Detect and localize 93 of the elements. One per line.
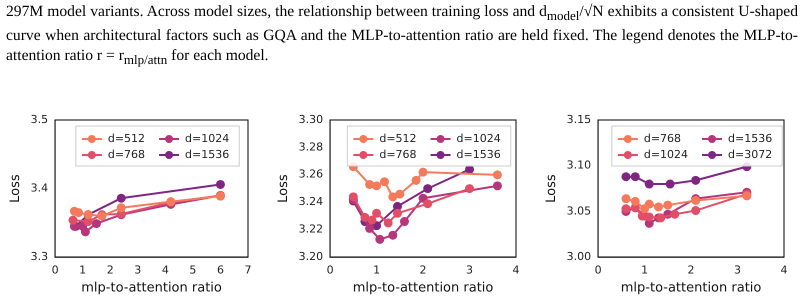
y-tick-label: 3.00 xyxy=(566,250,592,264)
point xyxy=(621,172,630,182)
point xyxy=(418,168,428,177)
x-tick-label: 0 xyxy=(52,264,59,277)
point xyxy=(423,199,432,208)
point xyxy=(380,177,389,186)
point xyxy=(630,196,640,206)
x-tick-label: 6 xyxy=(216,264,224,277)
point xyxy=(92,219,101,228)
x-tick-label: 7 xyxy=(244,264,252,277)
point xyxy=(348,192,358,202)
point xyxy=(388,192,398,202)
x-axis-title: mlp-to-attention ratio xyxy=(81,280,222,296)
point xyxy=(492,170,502,180)
point xyxy=(74,208,84,218)
y-axis-title: Loss xyxy=(8,174,24,203)
legend-label: d=768 xyxy=(644,132,682,145)
x-tick-label: 2 xyxy=(106,264,114,277)
legend-label: d=1536 xyxy=(728,132,772,145)
legend-label: d=1024 xyxy=(185,132,230,145)
point xyxy=(630,172,640,182)
x-tick-label: 1 xyxy=(373,264,380,277)
point xyxy=(621,204,630,214)
point xyxy=(392,208,402,218)
point xyxy=(116,194,126,203)
y-axis-title: Loss xyxy=(276,174,292,203)
legend-label: d=768 xyxy=(108,148,146,161)
point xyxy=(68,216,78,225)
point xyxy=(691,176,700,185)
point xyxy=(644,200,654,209)
y-tick-label: 3.22 xyxy=(298,222,324,236)
point xyxy=(372,208,382,218)
legend-label: d=512 xyxy=(379,132,417,145)
x-tick-label: 3 xyxy=(466,264,474,277)
legend-label: d=1536 xyxy=(185,148,230,161)
x-tick-label: 2 xyxy=(688,264,695,277)
x-tick-label: 5 xyxy=(189,264,196,277)
y-tick-label: 3.05 xyxy=(566,204,592,218)
y-tick-label: 3.26 xyxy=(298,168,324,181)
x-tick-label: 1 xyxy=(79,264,86,277)
y-tick-label: 3.5 xyxy=(30,112,48,126)
x-tick-label: 0 xyxy=(594,264,602,277)
point xyxy=(375,234,384,244)
y-tick-label: 3.24 xyxy=(298,195,324,208)
y-tick-label: 3.3 xyxy=(30,250,48,264)
point xyxy=(644,180,654,189)
point xyxy=(367,216,376,225)
text: 297M model variants. Across model sizes, the relationship between training loss and d$_{model}$/√N exhibits a consistent U-shaped curve when architectural factors such as GQA and the MLP-to-attention ratio are held fixed. The legend denotes the MLP-to-attention ratio r = r$_{mlp/attn}$ for each model. xyxy=(6,2,798,70)
point xyxy=(654,202,664,212)
y-tick-label: 3.4 xyxy=(30,181,48,194)
legend-label: d=1536 xyxy=(456,148,501,161)
point xyxy=(395,190,404,199)
legend-label: d=1024 xyxy=(456,132,501,145)
point xyxy=(384,218,393,228)
y-tick-label: 3.20 xyxy=(298,250,324,264)
point xyxy=(656,213,666,222)
x-tick-label: 3 xyxy=(134,264,142,277)
x-tick-label: 0 xyxy=(326,264,334,277)
point xyxy=(670,210,680,219)
y-tick-label: 3.10 xyxy=(566,158,592,172)
point xyxy=(116,203,126,212)
point xyxy=(365,224,374,233)
x-axis-title: mlp-to-attention ratio xyxy=(620,280,762,296)
x-tick-label: 4 xyxy=(162,264,169,277)
y-axis-title: Loss xyxy=(544,174,560,203)
legend-label: d=512 xyxy=(108,132,146,145)
point xyxy=(80,227,90,236)
point xyxy=(644,212,654,222)
point xyxy=(216,180,225,189)
point xyxy=(372,181,382,190)
point xyxy=(621,194,630,204)
point xyxy=(492,181,502,190)
x-tick-label: 1 xyxy=(641,264,648,277)
x-axis-title: mlp-to-attention ratio xyxy=(352,280,494,296)
point xyxy=(388,230,398,240)
point xyxy=(360,212,370,222)
y-tick-label: 3.30 xyxy=(298,112,324,126)
x-tick-label: 2 xyxy=(420,264,427,277)
y-tick-label: 3.28 xyxy=(298,140,324,154)
point xyxy=(666,180,675,189)
x-tick-label: 3 xyxy=(734,264,742,277)
point xyxy=(423,184,432,194)
legend-label: d=768 xyxy=(379,148,417,161)
legend-label: d=3072 xyxy=(728,148,772,161)
y-tick-label: 3.15 xyxy=(566,112,592,126)
point xyxy=(465,184,474,194)
legend-label: d=1024 xyxy=(644,148,688,161)
point xyxy=(691,206,700,216)
x-tick-label: 4 xyxy=(512,264,520,277)
point xyxy=(412,176,421,185)
point xyxy=(663,200,672,210)
x-tick-label: 4 xyxy=(780,264,788,277)
point xyxy=(400,217,409,226)
